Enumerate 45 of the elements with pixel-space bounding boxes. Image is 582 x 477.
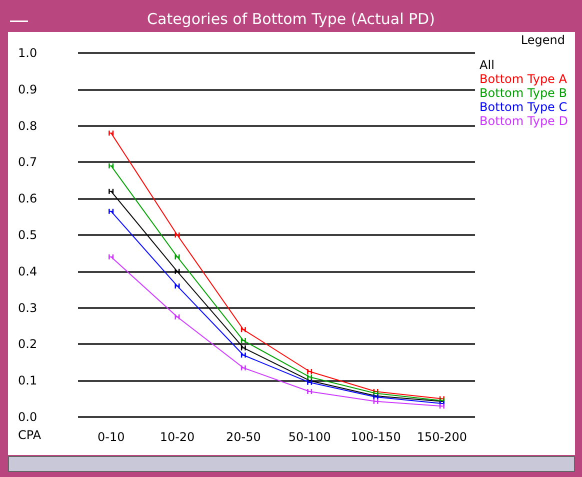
text: All [480,58,494,72]
point [174,283,180,288]
y-tick-label: 0.5 [18,228,38,242]
x-tick-label: 100-150 [350,430,401,444]
y-tick-label: 1.0 [18,46,38,60]
text: Bottom Type C [480,100,568,114]
y-tick-label: 0.2 [18,337,38,352]
point [307,374,312,380]
point [174,232,180,238]
point [307,369,312,374]
point [108,188,114,194]
y-tick-label: 0.9 [18,82,38,96]
x-axis-title: CPA [18,428,42,442]
legend-title: Legend [520,33,566,47]
point [108,208,114,214]
point [174,268,180,274]
point [373,398,378,404]
y-tick-label: 0.1 [18,374,38,388]
y-tick-label: 0.3 [18,300,38,315]
point [240,345,246,350]
point [307,389,312,394]
x-tick-label: 10-20 [160,430,195,444]
point [240,338,246,344]
chart-title: Categories of Bottom Type (Actual PD) [146,9,436,30]
y-tick-label: 0.7 [18,155,38,170]
point [439,404,444,409]
y-tick-label: 0.4 [18,264,38,278]
point [240,327,246,332]
point [108,163,114,168]
point [240,365,246,370]
x-tick-label: 20-50 [226,430,261,444]
point [240,352,246,358]
point [174,254,180,260]
y-tick-label: 0.8 [18,118,38,133]
point [108,130,114,136]
x-tick-label: 0-10 [97,430,125,444]
x-tick-label: 50-100 [288,430,331,444]
y-tick-label: 0.0 [18,410,38,424]
text: Bottom Type A [480,72,568,86]
point [108,254,114,260]
text: Bottom Type D [480,114,568,128]
x-tick-label: 150-200 [416,430,467,444]
y-tick-label: 0.6 [18,192,38,206]
text: Bottom Type B [480,86,568,100]
point [174,314,180,320]
